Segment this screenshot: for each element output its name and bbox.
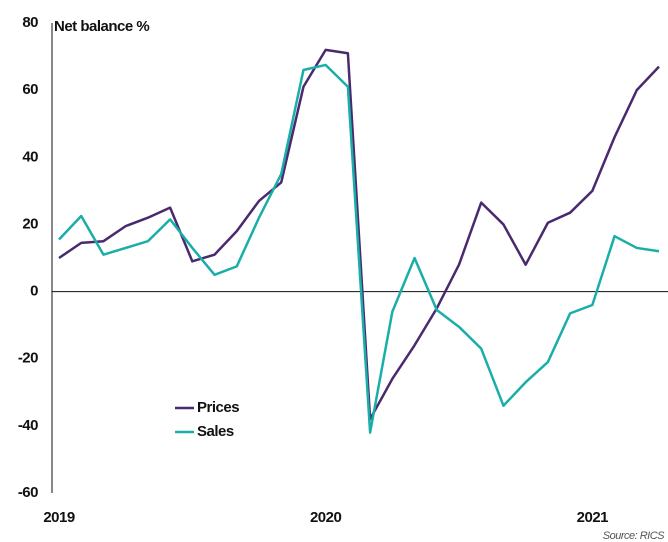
source-note: Source: RICS — [603, 530, 665, 542]
x-tick-label: 2021 — [577, 509, 609, 526]
chart-title: Net balance % — [54, 18, 149, 35]
legend-label: Sales — [197, 423, 234, 440]
x-tick-label: 2019 — [43, 509, 75, 526]
y-tick-label: 60 — [22, 81, 38, 98]
legend-label: Prices — [197, 399, 239, 416]
x-tick-label: 2020 — [310, 509, 342, 526]
line-series — [58, 63, 660, 434]
y-tick-label: 0 — [30, 283, 38, 300]
y-tick-label: -40 — [18, 417, 38, 434]
y-tick-label: -20 — [18, 350, 38, 367]
y-tick-label: 80 — [22, 14, 38, 31]
y-tick-label: 20 — [22, 215, 38, 232]
y-tick-label: 40 — [22, 148, 38, 165]
y-tick-label: -60 — [18, 484, 38, 501]
line-series — [58, 48, 660, 421]
